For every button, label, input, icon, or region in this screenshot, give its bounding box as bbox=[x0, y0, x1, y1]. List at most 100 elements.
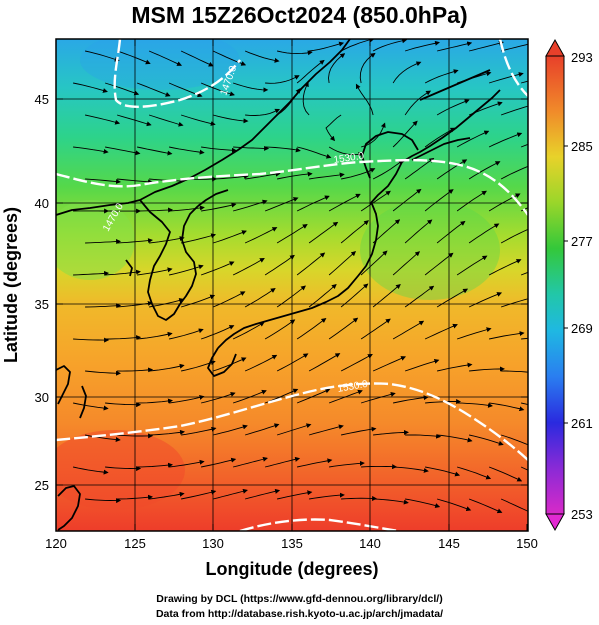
wind-streamline bbox=[245, 108, 280, 116]
wind-streamline bbox=[393, 395, 429, 404]
y-tick-label: 40 bbox=[35, 196, 49, 211]
wind-streamline bbox=[212, 291, 246, 308]
wind-streamline bbox=[340, 354, 373, 372]
wind-streamline bbox=[308, 283, 337, 308]
y-tick-label: 35 bbox=[35, 297, 49, 312]
wind-streamline bbox=[404, 219, 433, 244]
wind-streamline bbox=[309, 492, 345, 500]
wind-streamline bbox=[264, 254, 295, 276]
wind-streamline bbox=[73, 337, 110, 343]
wind-streamline bbox=[277, 490, 313, 500]
wind-streamline bbox=[436, 159, 468, 180]
colorbar-label: 277 bbox=[571, 234, 593, 249]
wind-streamline bbox=[329, 460, 365, 468]
wind-streamline bbox=[85, 178, 121, 184]
wind-streamline bbox=[244, 288, 276, 308]
wind-streamline bbox=[392, 61, 422, 84]
wind-streamline bbox=[392, 320, 425, 340]
wind-streamline bbox=[488, 259, 522, 276]
wind-streamline bbox=[392, 120, 418, 148]
wind-streamline bbox=[405, 498, 441, 508]
wind-streamline bbox=[372, 39, 408, 52]
wind-streamline bbox=[424, 69, 459, 84]
wind-streamline bbox=[393, 466, 429, 473]
wind-streamline bbox=[404, 157, 435, 180]
wind-streamline bbox=[360, 318, 391, 340]
wind-streamline bbox=[180, 114, 216, 126]
wind-streamline bbox=[404, 40, 440, 52]
wind-streamline bbox=[302, 81, 310, 116]
wind-streamline bbox=[436, 99, 470, 116]
wind-streamline bbox=[105, 335, 142, 341]
credit-drawing: Drawing by DCL (https://www.gfd-dennou.o… bbox=[156, 593, 443, 605]
wind-streamline bbox=[212, 488, 248, 500]
x-tick-label: 145 bbox=[438, 536, 460, 551]
wind-streamline bbox=[520, 207, 528, 212]
wind-streamline bbox=[425, 399, 462, 405]
wind-streamline bbox=[424, 252, 454, 276]
contour-label: 1530.0 bbox=[333, 151, 365, 166]
wind-streamline bbox=[169, 264, 204, 276]
wind-streamline bbox=[201, 146, 237, 153]
wind-streamline bbox=[276, 285, 306, 308]
wind-streamline bbox=[341, 168, 376, 180]
wind-streamline bbox=[404, 359, 440, 372]
wind-streamline bbox=[308, 424, 344, 436]
x-tick-label: 130 bbox=[202, 536, 224, 551]
wind-streamline bbox=[244, 354, 278, 372]
wind-streamline bbox=[233, 145, 270, 151]
wind-streamline bbox=[117, 178, 153, 185]
wind-streamline bbox=[181, 489, 217, 500]
wind-streamline bbox=[340, 283, 369, 308]
wind-streamline bbox=[404, 90, 432, 116]
wind-streamline bbox=[117, 433, 154, 439]
x-axis: 120 125 130 135 140 145 150 Longitude (d… bbox=[45, 39, 538, 579]
wind-streamline bbox=[200, 325, 235, 340]
coastlines bbox=[56, 39, 501, 531]
wind-streamline bbox=[424, 189, 454, 212]
wind-streamline bbox=[500, 434, 528, 446]
wind-streamline bbox=[437, 434, 473, 443]
wind-streamline bbox=[180, 50, 214, 67]
wind-streamline bbox=[501, 370, 528, 373]
wind-streamline bbox=[436, 498, 472, 511]
wind-streamline bbox=[308, 353, 341, 372]
wind-streamline bbox=[521, 402, 528, 406]
wind-streamline bbox=[200, 82, 235, 97]
wind-streamline bbox=[360, 250, 388, 276]
wind-streamline bbox=[212, 114, 249, 124]
wind-streamline bbox=[392, 188, 422, 212]
wind-streamline bbox=[212, 357, 247, 372]
wind-streamline bbox=[436, 41, 473, 52]
x-axis-title: Longitude (degrees) bbox=[205, 559, 378, 579]
wind-streamline bbox=[149, 491, 185, 500]
wind-streamline bbox=[436, 288, 469, 308]
wind-streamline bbox=[232, 199, 268, 212]
wind-streamline bbox=[105, 402, 142, 408]
wind-streamline bbox=[117, 367, 154, 373]
wind-streamline bbox=[372, 159, 404, 180]
wind-streamline bbox=[232, 456, 268, 468]
wind-streamline bbox=[169, 459, 205, 468]
wind-streamline bbox=[296, 252, 326, 276]
x-tick-label: 125 bbox=[124, 536, 146, 551]
wind-streamline bbox=[488, 466, 523, 482]
wind-streamline bbox=[372, 219, 401, 244]
wind-streamline bbox=[73, 270, 110, 276]
wind-streamline bbox=[328, 389, 363, 404]
wind-streamline bbox=[117, 494, 153, 500]
wind-streamline bbox=[341, 426, 377, 436]
wind-streamline bbox=[424, 323, 458, 340]
wind-streamline bbox=[212, 50, 247, 66]
wind-streamline bbox=[104, 82, 140, 96]
wind-streamline bbox=[328, 146, 364, 157]
wind-streamline bbox=[520, 143, 528, 148]
wind-streamline bbox=[85, 434, 121, 442]
wind-streamline bbox=[360, 392, 396, 404]
wind-streamline bbox=[341, 495, 378, 501]
wind-streamline bbox=[425, 466, 461, 477]
wind-streamline bbox=[520, 80, 528, 84]
wind-streamline bbox=[308, 221, 339, 244]
wind-streamline bbox=[468, 161, 501, 180]
